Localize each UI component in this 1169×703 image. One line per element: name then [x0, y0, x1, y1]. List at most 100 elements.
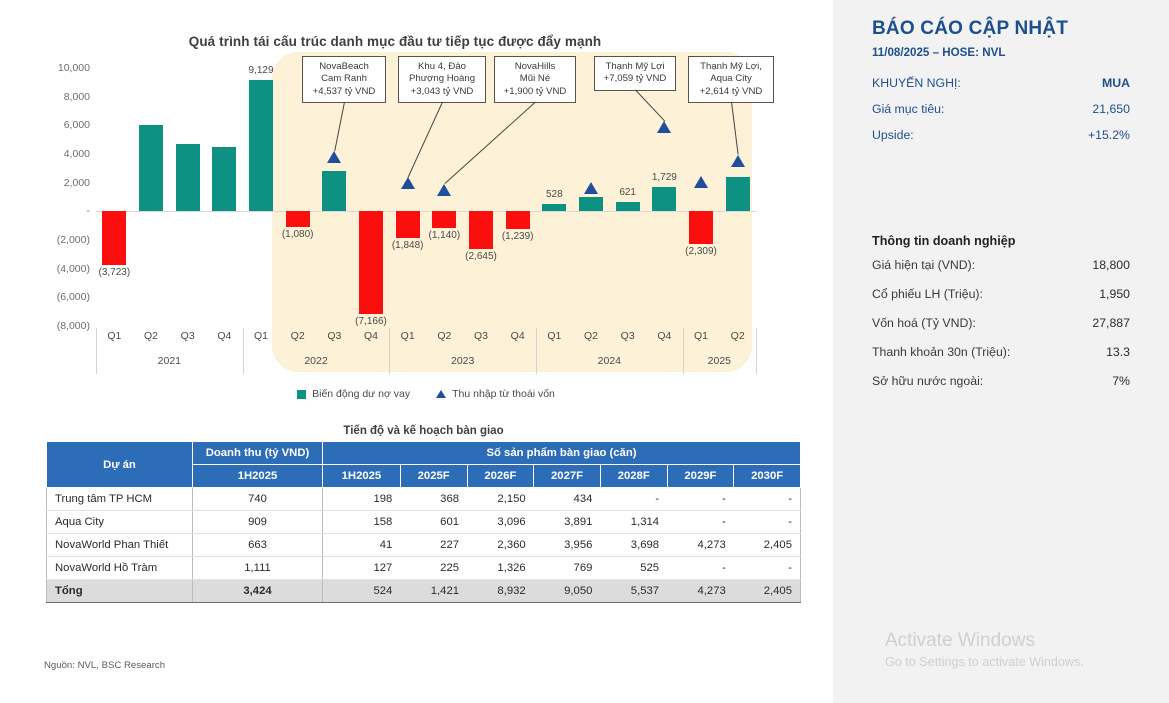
- cell-units: 525: [600, 556, 668, 580]
- cell-units: 3,956: [533, 533, 601, 557]
- x-axis-quarter-label: Q3: [620, 330, 635, 342]
- chart-legend: Biến động dư nợ vay Thu nhập từ thoái vốn: [96, 388, 756, 400]
- windows-activation-subtitle: Go to Settings to activate Windows.: [885, 655, 1084, 669]
- bar-value-label: 528: [545, 188, 563, 200]
- callout-line: Khu 4, Đảo: [417, 61, 466, 72]
- windows-activation-title: Activate Windows: [885, 630, 1035, 651]
- col-header-unit-year: 2029F: [666, 464, 735, 488]
- company-info-value: 1,950: [1099, 287, 1130, 301]
- cell-units: 1,314: [600, 510, 668, 534]
- chart-bar: [395, 211, 420, 238]
- bar-value-label: (1,080): [281, 228, 314, 240]
- cell-project-name: NovaWorld Phan Thiết: [46, 533, 193, 557]
- chart-bar: [212, 147, 237, 212]
- chart-callout-box: Thạnh Mỹ Lợi, Aqua City +2,614 tỷ VND: [688, 56, 774, 103]
- callout-line: NovaHills: [514, 61, 556, 72]
- col-header-unit-year: 2027F: [533, 464, 601, 488]
- x-axis-quarter-label: Q2: [583, 330, 599, 342]
- x-axis-quarter-label: Q2: [290, 330, 305, 342]
- cell-units: 2,360: [467, 533, 534, 557]
- cell-revenue: 663: [192, 533, 323, 557]
- x-axis-quarter-label: Q3: [327, 330, 342, 342]
- y-axis-tick-label: 2,000: [63, 176, 90, 189]
- bar-value-label: (1,239): [501, 231, 534, 243]
- chart-x-axis: Q1 Q2 Q3 Q4 Q1 Q2 Q3 Q4 Q1 Q2 Q3 Q4 Q1 Q2 Q3 Q4 Q1 Q2 2021…: [96, 328, 757, 380]
- col-header-unit-year: 2030F: [733, 464, 801, 488]
- cell-units: 9,050: [533, 579, 601, 603]
- cell-units: 158: [322, 510, 401, 534]
- x-axis-quarter-label: Q4: [217, 330, 232, 342]
- cell-units: -: [667, 556, 734, 580]
- x-axis-quarter-label: Q3: [180, 330, 195, 342]
- cell-units: 2,150: [467, 487, 534, 511]
- y-axis-tick-label: (8,000): [56, 320, 90, 332]
- upside-value: +15.2%: [1087, 128, 1130, 142]
- chart-title: Quá trình tái cấu trúc danh mục đầu tư t…: [188, 34, 602, 49]
- cell-revenue: 909: [192, 510, 323, 534]
- company-info-row: Thanh khoản 30n (Triệu): 13.3: [872, 345, 1130, 359]
- target-price-row: Giá mục tiêu: 21,650: [872, 102, 1130, 116]
- col-header-unit-year: 2028F: [599, 464, 668, 488]
- axis-group-divider: [536, 328, 537, 374]
- cell-units: 198: [322, 487, 401, 511]
- y-axis-tick-label: 10,000: [57, 62, 90, 74]
- table-header-row-1: Dự án Doanh thu (tỷ VND) Số sản phẩm bàn…: [46, 441, 801, 488]
- cell-units: 225: [400, 556, 468, 580]
- chart-callout-box: NovaHills Mũi Né +1,900 tỷ VND: [494, 56, 576, 103]
- chart-and-table-panel: Quá trình tái cấu trúc danh mục đầu tư t…: [30, 34, 801, 671]
- bar-value-label: 1,729: [651, 171, 677, 183]
- legend-label: Thu nhập từ thoái vốn: [452, 388, 555, 400]
- axis-group-divider: [682, 328, 684, 374]
- chart-y-axis: 10,000 8,000 6,000 4,000 2,000 - (2,000) (4,000…: [30, 62, 90, 332]
- cell-units: -: [733, 487, 801, 511]
- company-info-row: Vốn hoá (Tỷ VND): 27,887: [872, 316, 1130, 330]
- bar-value-label: 9,129: [248, 65, 274, 77]
- chart-callout-box: NovaBeach Cam Ranh +4,537 tỷ VND: [302, 56, 386, 103]
- x-axis-quarter-label: Q4: [510, 330, 525, 342]
- upside-label: Upside:: [872, 128, 914, 142]
- cell-units: 4,273: [667, 533, 734, 557]
- table-row: NovaWorld Phan Thiết 663 41 227 2,360 3,956 3,…: [46, 533, 801, 557]
- cell-units: 434: [533, 487, 601, 511]
- col-header-unit-year: 2026F: [466, 464, 535, 488]
- chart-bar: [505, 211, 530, 230]
- chart-bar: [139, 125, 163, 212]
- col-header-project: Dự án: [46, 441, 193, 488]
- cell-units: 601: [400, 510, 468, 534]
- cell-revenue: 740: [192, 487, 323, 511]
- col-header-unit-year: 1H2025: [322, 464, 401, 488]
- legend-item: Biến động dư nợ vay: [297, 388, 410, 400]
- company-info-row: Sở hữu nước ngoài: 7%: [872, 374, 1130, 388]
- axis-group-divider: [389, 328, 391, 374]
- chart-bar: [542, 203, 567, 212]
- x-axis-year-label: 2021: [157, 355, 182, 367]
- cell-units: 368: [400, 487, 468, 511]
- chart-bar: [249, 80, 273, 212]
- cell-revenue: 1,111: [192, 556, 323, 580]
- cell-units: -: [600, 487, 668, 511]
- y-axis-tick-label: (6,000): [56, 291, 90, 304]
- bar-value-label: (2,309): [685, 246, 717, 258]
- callout-line: Aqua City: [710, 73, 752, 85]
- cell-units: 8,932: [467, 579, 534, 603]
- cell-units: 227: [400, 533, 468, 557]
- chart-bar: [579, 196, 603, 212]
- y-axis-tick-label: (4,000): [56, 262, 90, 275]
- x-axis-quarter-label: Q1: [253, 330, 269, 342]
- cell-project-name: Trung tâm TP HCM: [46, 487, 193, 511]
- chart-callout-box: Khu 4, Đảo Phượng Hoàng +3,043 tỷ VND: [398, 56, 486, 103]
- cell-units: 2,405: [733, 533, 801, 557]
- callout-line: Cam Ranh: [321, 73, 367, 85]
- chart-bar: [359, 211, 383, 315]
- cell-units: -: [733, 556, 801, 580]
- callout-line: +1,900 tỷ VND: [503, 85, 567, 97]
- company-info-label: Thanh khoản 30n (Triệu):: [872, 345, 1011, 359]
- chart-bar: [322, 171, 347, 212]
- axis-group-divider: [96, 328, 97, 374]
- cell-units: 3,698: [600, 533, 668, 557]
- legend-label: Biến động dư nợ vay: [312, 388, 411, 400]
- bar-value-label: (7,166): [355, 316, 387, 328]
- callout-line: Mũi Né: [519, 73, 551, 85]
- x-axis-quarter-label: Q1: [547, 330, 562, 342]
- target-price-value: 21,650: [1092, 102, 1130, 116]
